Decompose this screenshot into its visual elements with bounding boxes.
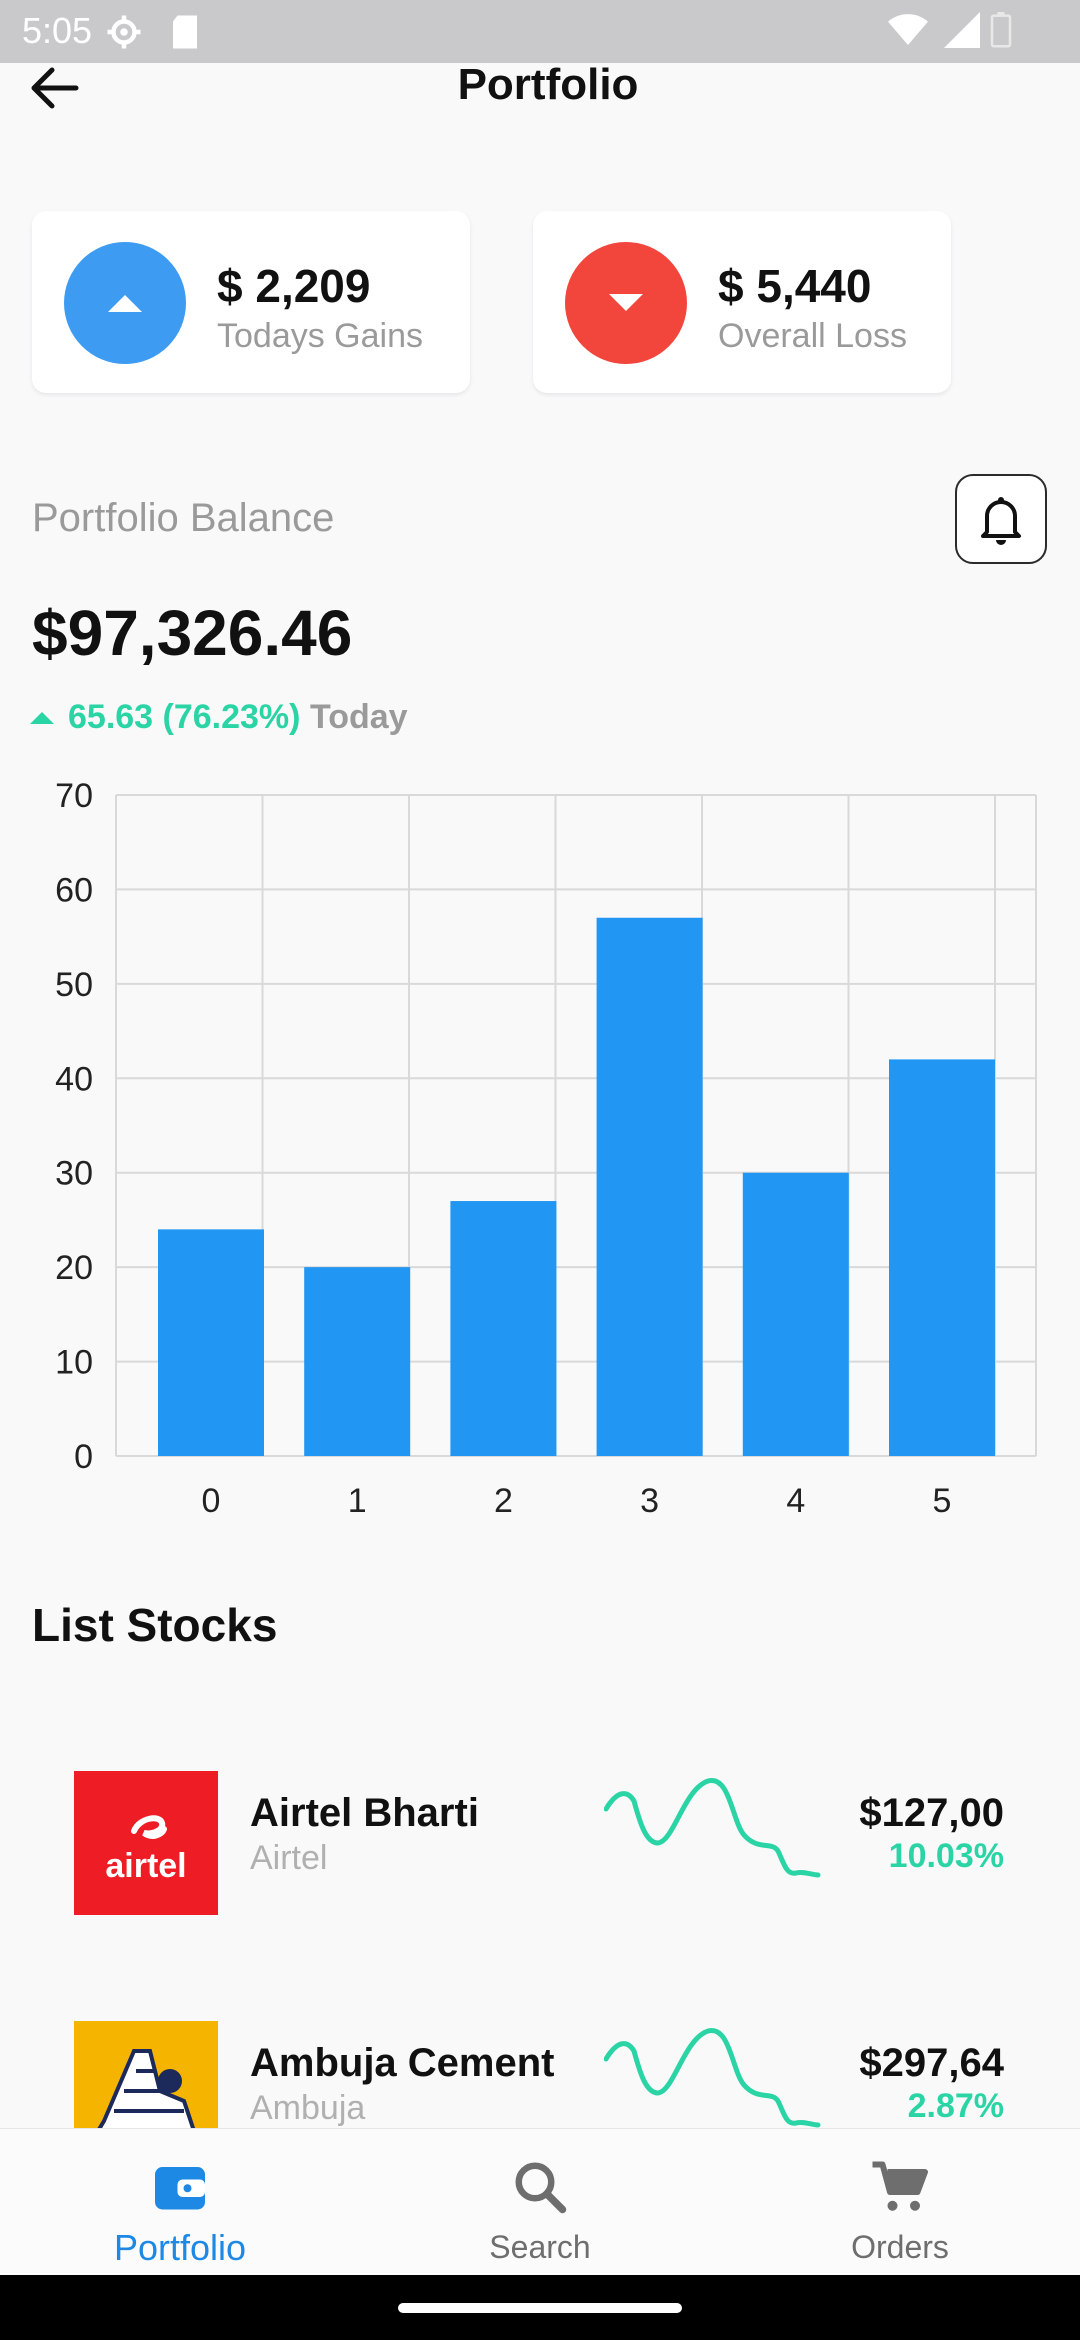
sd-card-icon [173, 15, 197, 49]
triangle-up-icon [30, 712, 54, 724]
stock-change: 2.87% [907, 2087, 1004, 2125]
balance-change-value: 65.63 (76.23%) [68, 698, 301, 736]
y-tick-label: 40 [55, 1060, 93, 1098]
status-time: 5:05 [22, 10, 93, 51]
gesture-handle [398, 2303, 682, 2313]
nav-search-label: Search [489, 2229, 591, 2265]
caret-up-icon [108, 295, 142, 312]
overall-loss-card[interactable]: $ 5,440 Overall Loss [533, 211, 951, 393]
bar-2 [450, 1201, 557, 1456]
ambuja-logo-icon [92, 2039, 200, 2128]
bell-icon [981, 497, 1021, 545]
y-tick-label: 60 [55, 871, 93, 909]
battery-icon [990, 12, 1012, 48]
gain-indicator [64, 242, 186, 364]
x-tick-label: 3 [640, 1482, 659, 1520]
search-icon [515, 2162, 567, 2214]
list-stocks-title: List Stocks [32, 1599, 278, 1651]
stock-name: Airtel Bharti [250, 1791, 479, 1835]
balance-change-period: Today [309, 698, 408, 736]
notification-button[interactable] [955, 474, 1047, 564]
nav-portfolio[interactable]: Portfolio [0, 2129, 360, 2276]
status-bar: 5:05 [0, 0, 1080, 63]
stock-symbol: Airtel [250, 1839, 328, 1877]
portfolio-balance-value: $97,326.46 [32, 597, 353, 669]
gesture-bar [0, 2275, 1080, 2340]
airtel-logo: airtel [74, 1771, 218, 1915]
cart-icon [872, 2161, 928, 2211]
balance-change: 65.63 (76.23%) Today [28, 698, 408, 737]
x-tick-label: 0 [202, 1482, 221, 1520]
wallet-icon [155, 2167, 205, 2210]
bar-1 [304, 1267, 411, 1456]
overall-loss-amount: $ 5,440 [718, 260, 872, 312]
back-arrow-icon[interactable] [26, 64, 80, 112]
settings-icon [107, 15, 141, 49]
stock-sparkline [604, 2028, 821, 2128]
wifi-icon [888, 14, 928, 45]
stock-sparkline [604, 1778, 821, 1878]
x-tick-label: 2 [494, 1482, 513, 1520]
y-tick-label: 30 [55, 1155, 93, 1193]
signal-icon [944, 12, 980, 48]
ambuja-logo [74, 2021, 218, 2128]
y-tick-label: 50 [55, 966, 93, 1004]
y-tick-label: 20 [55, 1249, 93, 1287]
x-tick-label: 5 [933, 1482, 952, 1520]
loss-indicator [565, 242, 687, 364]
y-tick-label: 70 [55, 777, 93, 815]
x-tick-label: 1 [348, 1482, 367, 1520]
stock-name: Ambuja Cement [250, 2041, 555, 2085]
airtel-logo-icon [131, 1815, 167, 1839]
todays-gains-amount: $ 2,209 [217, 260, 371, 312]
nav-portfolio-label: Portfolio [113, 2227, 247, 2268]
todays-gains-label: Todays Gains [217, 317, 423, 355]
caret-down-icon [609, 294, 643, 311]
nav-orders-label: Orders [851, 2229, 949, 2265]
airtel-logo-text: airtel [105, 1847, 187, 1885]
stock-symbol: Ambuja [250, 2089, 366, 2127]
portfolio-bar-chart: 0 10 20 30 40 50 60 70 0 1 2 3 4 5 [55, 777, 1037, 1520]
overall-loss-label: Overall Loss [718, 317, 907, 355]
nav-search[interactable]: Search [360, 2129, 720, 2276]
bar-0 [158, 1229, 264, 1456]
y-tick-label: 0 [74, 1438, 93, 1476]
stock-row-airtel[interactable]: airtel Airtel Bharti Airtel $127,00 10.0… [0, 1771, 1080, 1971]
stock-price: $297,64 [859, 2041, 1004, 2085]
stock-row-ambuja[interactable]: Ambuja Cement Ambuja $297,64 2.87% [0, 2021, 1080, 2128]
bottom-navigation: Portfolio Search Orders [0, 2128, 1080, 2276]
stock-change: 10.03% [888, 1837, 1004, 1875]
bar-3 [596, 917, 703, 1456]
x-tick-label: 4 [786, 1482, 805, 1520]
page-title: Portfolio [457, 60, 639, 109]
bar-4 [742, 1172, 849, 1456]
stock-price: $127,00 [859, 1791, 1004, 1835]
y-tick-label: 10 [55, 1344, 93, 1382]
portfolio-balance-label: Portfolio Balance [32, 496, 335, 540]
todays-gains-card[interactable]: $ 2,209 Todays Gains [32, 211, 470, 393]
nav-orders[interactable]: Orders [720, 2129, 1080, 2276]
bar-5 [889, 1059, 995, 1456]
